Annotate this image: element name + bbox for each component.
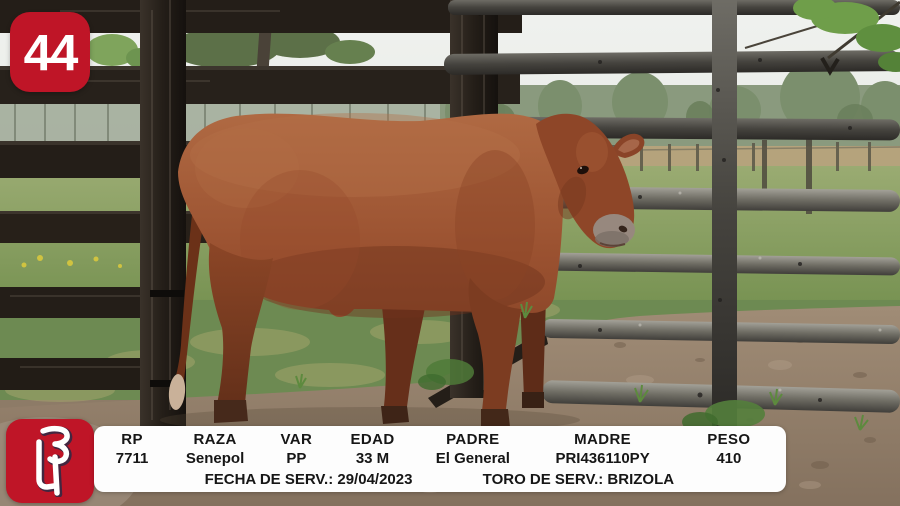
lot-number-badge: 44 (10, 12, 90, 92)
service-row: FECHA DE SERV.: 29/04/2023 TORO DE SERV.… (94, 470, 786, 489)
lot-number: 44 (23, 23, 79, 81)
cattle-brand-34-icon (36, 425, 73, 497)
col-value: 7711 (115, 450, 149, 467)
cow-head (536, 113, 645, 249)
info-col-rp: RP 7711 (94, 430, 170, 468)
col-value: PRI436110PY (555, 450, 650, 467)
col-value: 410 (716, 450, 742, 467)
brand-logo (6, 419, 94, 503)
col-header: RP (121, 431, 143, 448)
info-columns: RP 7711 RAZA Senepol VAR PP EDAD 33 M PA… (94, 426, 786, 468)
info-col-var: VAR PP (260, 430, 333, 468)
col-header: PADRE (446, 431, 500, 448)
cow (160, 113, 645, 433)
info-col-madre: MADRE PRI436110PY (533, 430, 671, 468)
hanging-branch (744, 0, 900, 76)
col-value: 33 M (355, 450, 390, 467)
col-header: MADRE (574, 431, 632, 448)
info-col-padre: PADRE El General (412, 430, 533, 468)
col-header: RAZA (193, 431, 237, 448)
animal-info-panel: RP 7711 RAZA Senepol VAR PP EDAD 33 M PA… (94, 426, 786, 492)
col-value: El General (435, 450, 510, 467)
col-value: Senepol (185, 450, 245, 467)
col-header: VAR (280, 431, 313, 448)
info-col-raza: RAZA Senepol (170, 430, 260, 468)
info-col-edad: EDAD 33 M (333, 430, 413, 468)
service-bull: TORO DE SERV.: BRIZOLA (482, 471, 675, 488)
col-header: PESO (707, 431, 751, 448)
tree-canopy (86, 26, 375, 69)
col-header: EDAD (350, 431, 395, 448)
service-date: FECHA DE SERV.: 29/04/2023 (204, 471, 413, 488)
foreground-weeds (295, 301, 869, 432)
col-value: PP (286, 450, 307, 467)
info-col-peso: PESO 410 (672, 430, 786, 468)
